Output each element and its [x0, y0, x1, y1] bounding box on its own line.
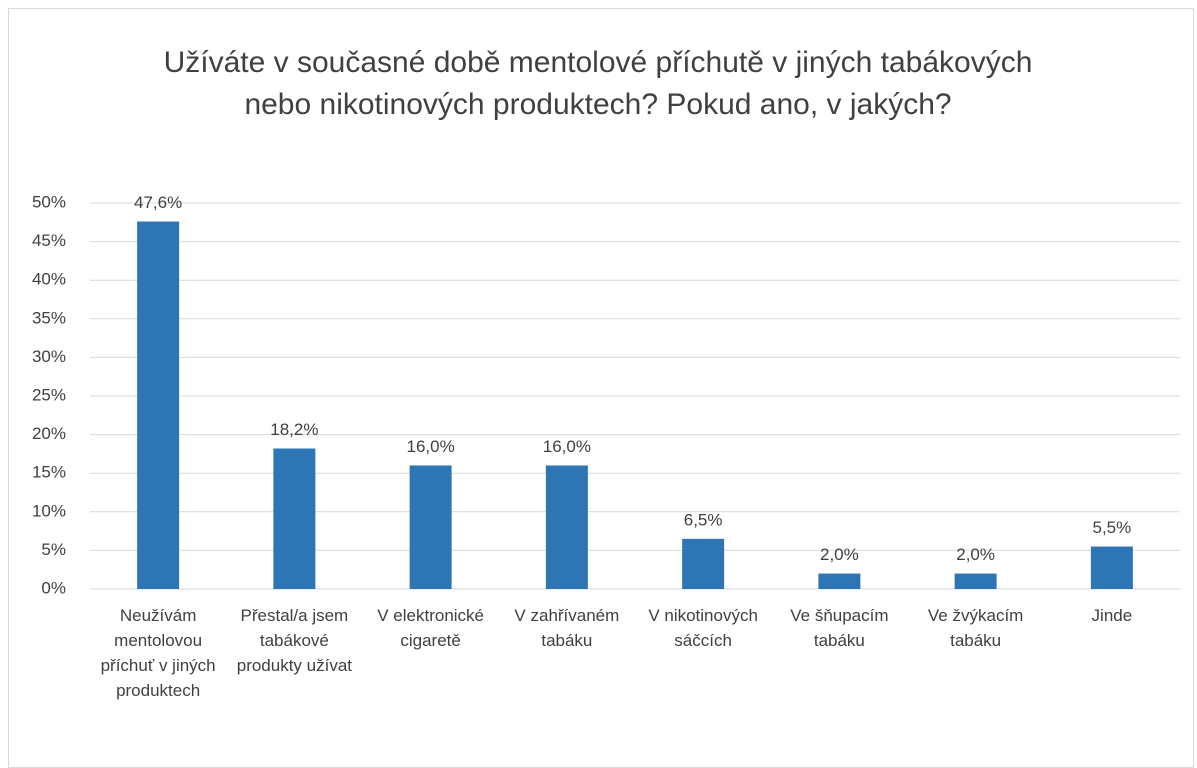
bar	[137, 221, 180, 589]
x-tick-label: V nikotinových sáčcích	[648, 606, 758, 650]
data-label: 16,0%	[543, 437, 591, 456]
x-tick-label: Ve šňupacím tabáku	[790, 606, 889, 650]
y-tick-label: 45%	[32, 231, 66, 250]
data-label: 16,0%	[407, 437, 455, 456]
x-tick-label: Jinde	[1091, 606, 1133, 625]
y-tick-label: 0%	[41, 578, 66, 597]
y-tick-label: 40%	[32, 270, 66, 289]
x-tick-label: Přestal/a jsem tabákové produkty užívat	[236, 606, 353, 675]
y-tick-label: 15%	[32, 463, 66, 482]
data-label: 18,2%	[270, 420, 318, 439]
x-tick-label: V zahřívaném tabáku	[514, 606, 620, 650]
y-tick-label: 25%	[32, 385, 66, 404]
bar	[682, 538, 725, 589]
data-label: 47,6%	[134, 193, 182, 212]
data-label: 2,0%	[820, 545, 859, 564]
bar	[1090, 546, 1133, 589]
x-tick-label: Neužívám mentolovou příchuť v jiných pro…	[100, 606, 216, 700]
data-label: 6,5%	[684, 510, 723, 529]
chart-title: Užíváte v současné době mentolové příchu…	[163, 46, 1033, 121]
bar	[273, 448, 316, 589]
data-label: 2,0%	[956, 545, 995, 564]
x-tick-label: Ve žvýkacím tabáku	[927, 606, 1024, 650]
y-tick-label: 10%	[32, 501, 66, 520]
y-tick-label: 5%	[41, 540, 66, 559]
y-tick-label: 35%	[32, 308, 66, 327]
y-tick-label: 30%	[32, 347, 66, 366]
bar	[818, 573, 861, 589]
y-tick-label: 20%	[32, 424, 66, 443]
bar	[545, 465, 588, 589]
x-tick-label: V elektronické cigaretě	[377, 606, 485, 650]
data-label: 5,5%	[1093, 518, 1132, 537]
y-tick-label: 50%	[32, 192, 66, 211]
bar	[954, 573, 997, 589]
bar	[409, 465, 452, 589]
